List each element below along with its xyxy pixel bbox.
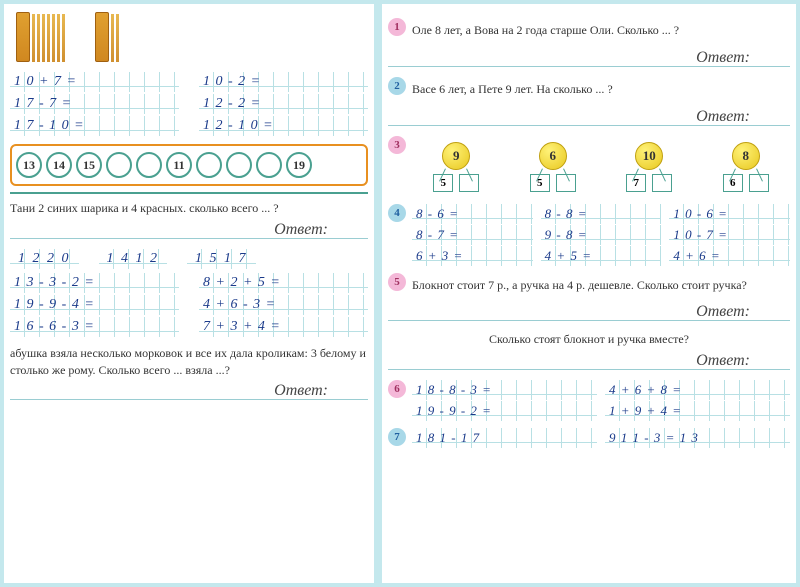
equation: 4 + 6 = (669, 246, 790, 266)
equation: 8 - 7 = (412, 225, 533, 245)
circle: 11 (166, 152, 192, 178)
equation: 1 2 - 1 0 = (199, 116, 368, 136)
equation: 1 0 - 7 = (669, 225, 790, 245)
equation: 1 6 - 6 - 3 = (10, 317, 179, 337)
marker-7: 7 (388, 428, 406, 446)
equation: 7 + 3 + 4 = (199, 317, 368, 337)
circle: 14 (46, 152, 72, 178)
circle-empty: . (106, 152, 132, 178)
number-tree: 9 5 (433, 142, 479, 192)
equation: 1 0 - 2 = (199, 72, 368, 92)
equation: 9 - 8 = (541, 225, 662, 245)
equation: 1 3 - 3 - 2 = (10, 273, 179, 293)
circle: 19 (286, 152, 312, 178)
marker-6: 6 (388, 380, 406, 398)
number-circles: 13 14 15 . . 11 . . . 19 (10, 144, 368, 186)
circle: 15 (76, 152, 102, 178)
answer-line: Ответ: (388, 49, 790, 71)
equation: 6 + 3 = (412, 246, 533, 266)
task-3: 3 9 5 6 5 10 (388, 136, 790, 198)
equation: 4 + 6 - 3 = (199, 295, 368, 315)
equation: 1 2 - 2 = (199, 94, 368, 114)
equation: 1 7 - 1 0 = (10, 116, 179, 136)
answer-line: Ответ: (388, 303, 790, 325)
right-page: 1 Оле 8 лет, а Вова на 2 года старше Оли… (382, 4, 796, 583)
counting-sticks (10, 12, 368, 62)
circle: 13 (16, 152, 42, 178)
number-tree: 6 5 (530, 142, 576, 192)
task-2: 2 Васе 6 лет, а Пете 9 лет. На сколько .… (388, 77, 790, 102)
equation: 1 8 - 8 - 3 = (412, 380, 597, 400)
left-page: 1 0 + 7 = 1 7 - 7 = 1 7 - 1 0 = 1 0 - 2 … (4, 4, 374, 583)
equation: 1 8 1 - 1 7 (412, 428, 597, 448)
circle-empty: . (196, 152, 222, 178)
equation: 8 - 8 = (541, 204, 662, 224)
task-5: 5 Блокнот стоит 7 р., а ручка на 4 р. де… (388, 273, 790, 298)
task-balls: Тани 2 синих шарика и 4 красных. сколько… (10, 200, 368, 217)
marker-1: 1 (388, 18, 406, 36)
equation: 1 9 - 9 - 2 = (412, 401, 597, 421)
divider (10, 192, 368, 194)
equation: 4 + 6 + 8 = (605, 380, 790, 400)
equation: 8 + 2 + 5 = (199, 273, 368, 293)
task-5b: Сколько стоят блокнот и ручка вместе? (388, 331, 790, 348)
equation: 4 + 5 = (541, 246, 662, 266)
task-1: 1 Оле 8 лет, а Вова на 2 года старше Оли… (388, 18, 790, 43)
circle-empty: . (226, 152, 252, 178)
number-row: 1 2 2 0 1 4 1 2 1 5 1 7 (10, 249, 368, 269)
equation: 1 0 - 6 = (669, 204, 790, 224)
equations-block-2: 1 3 - 3 - 2 = 1 9 - 9 - 4 = 1 6 - 6 - 3 … (10, 273, 368, 339)
circle-empty: . (136, 152, 162, 178)
number-tree: 8 6 (723, 142, 769, 192)
answer-line: Ответ: (10, 221, 368, 243)
equation: 8 - 6 = (412, 204, 533, 224)
answer-line: Ответ: (10, 382, 368, 404)
marker-4: 4 (388, 204, 406, 222)
task-carrots: абушка взяла несколько морковок и все их… (10, 345, 368, 379)
marker-3: 3 (388, 136, 406, 154)
marker-2: 2 (388, 77, 406, 95)
equation: 1 0 + 7 = (10, 72, 179, 92)
task-4: 4 8 - 6 = 8 - 8 = 1 0 - 6 = 8 - 7 = 9 - … (388, 204, 790, 267)
answer-line: Ответ: (388, 352, 790, 374)
circle-empty: . (256, 152, 282, 178)
marker-5: 5 (388, 273, 406, 291)
equations-block-1: 1 0 + 7 = 1 7 - 7 = 1 7 - 1 0 = 1 0 - 2 … (10, 72, 368, 138)
equation: 1 + 9 + 4 = (605, 401, 790, 421)
number-tree: 10 7 (626, 142, 672, 192)
task-6: 6 1 8 - 8 - 3 = 4 + 6 + 8 = 1 9 - 9 - 2 … (388, 380, 790, 422)
equation: 1 9 - 9 - 4 = (10, 295, 179, 315)
equation: 1 7 - 7 = (10, 94, 179, 114)
equation: 9 1 1 - 3 = 1 3 (605, 428, 790, 448)
task-7: 7 1 8 1 - 1 7 9 1 1 - 3 = 1 3 (388, 428, 790, 448)
answer-line: Ответ: (388, 108, 790, 130)
